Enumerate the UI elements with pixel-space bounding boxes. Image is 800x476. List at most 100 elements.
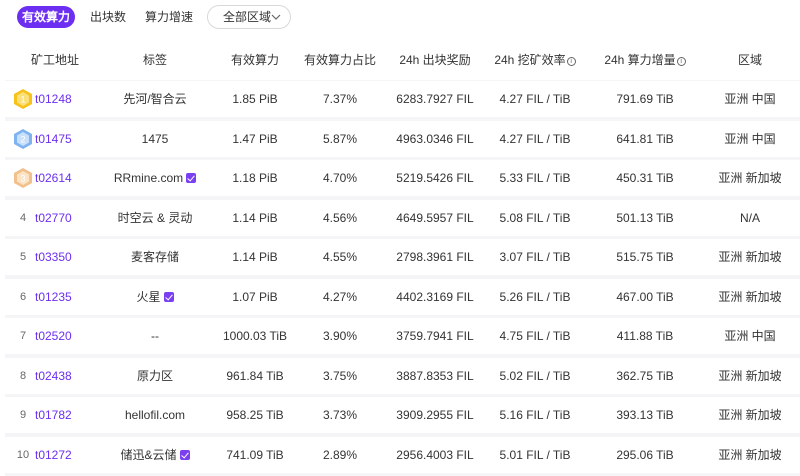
miner-address-link[interactable]: t02520 [35,329,72,343]
power-ratio: 4.56% [322,210,358,225]
effective-power: 1.14 PiB [232,250,278,264]
effective-power: 1000.03 TiB [222,329,288,343]
block-reward-24h: 2956.4003 FIL [396,447,474,462]
miner-region: 亚洲 新加坡 [718,250,782,264]
miner-address-link[interactable]: t03350 [35,250,72,264]
block-reward-24h: 3759.7941 FIL [396,329,474,343]
miner-address: t01248 [35,81,95,117]
rank-number: 6 [19,290,27,303]
mining-efficiency-24h: 3.07 FIL / TiB [499,250,571,264]
tab-effective-power[interactable]: 有效算力 [17,6,75,28]
verified-icon [163,291,174,302]
effective-power: 741.09 TiB [226,447,284,462]
rank-number: 1 [20,95,25,105]
miner-address-link[interactable]: t01782 [35,408,72,422]
table-row[interactable]: 5 t03350 麦客存储 1.14 PiB 4.55% 2798.3961 FIL 3.0… [5,239,800,275]
rank-number: 2 [20,134,25,144]
miner-address-link[interactable]: t02438 [35,368,72,383]
power-growth-24h: 515.75 TiB [616,250,674,264]
block-reward-24h: 4649.5957 FIL [396,210,474,225]
info-icon[interactable]: i [676,57,686,66]
table-row[interactable]: 4 t02770 时空云 & 灵动 1.14 PiB 4.56% 4649.5957 FI… [5,199,800,236]
power-ratio: 4.55% [322,250,358,264]
table-row[interactable]: 8 t02438 原力区 961.84 TiB 3.75% 3887.8353 FIL 5.… [5,357,800,394]
region-select-value: 全部区域 [223,10,272,24]
miner-tag-label: -- [151,329,159,343]
miner-tag-label: RRmine.com [113,171,184,185]
miner-address-link[interactable]: t02770 [35,210,72,225]
miner-tag: 1475 [100,121,210,157]
table-row[interactable]: 6 t01235 火星 1.07 PiB 4.27% 4402.3169 FIL 5.26 … [5,278,800,315]
mining-efficiency-24h: 5.01 FIL / TiB [499,447,571,462]
block-reward-24h: 4402.3169 FIL [396,289,474,304]
miner-region: 亚洲 新加坡 [718,447,782,462]
miner-region: 亚洲 中国 [724,131,776,146]
table-header: 矿工地址 标签 有效算力 有效算力占比 24h 出块奖励 24h 挖矿效率 i 2… [5,40,800,80]
block-reward-24h: 6283.7927 FIL [396,92,474,106]
mining-efficiency-24h: 5.02 FIL / TiB [499,368,571,383]
miner-tag-label: 时空云 & 灵动 [117,210,193,225]
rank-number: 4 [19,211,27,224]
miner-tag: 麦客存储 [100,239,210,275]
miner-address: t01272 [35,437,95,473]
mining-efficiency-24h: 5.16 FIL / TiB [499,408,571,422]
table-row[interactable]: 1 t01248 先河/智合云 1.85 PiB 7.37% 6283.7927 FIL 4… [5,81,800,117]
rank-number: 8 [19,369,27,382]
table-row[interactable]: 10 t01272 储迅&云储 741.09 TiB 2.89% 2956.4003 FI… [5,436,800,473]
header-growth: 24h 算力增量 i [585,40,705,80]
power-ratio: 3.90% [322,329,358,343]
effective-power: 1.14 PiB [232,210,278,225]
miner-tag-label: 原力区 [136,368,173,383]
filter-bar: 有效算力 出块数 算力增速 全部区域 [0,0,800,34]
miner-tag-label: 先河/智合云 [123,92,187,106]
header-efficiency-label: 24h 挖矿效率 [494,53,566,67]
power-growth-24h: 411.88 TiB [616,329,674,343]
miner-tag: 先河/智合云 [100,81,210,117]
miner-region: 亚洲 中国 [724,329,776,343]
table-row[interactable]: 2 t01475 1475 1.47 PiB 5.87% 4963.0346 FIL 4.2… [5,120,800,157]
header-growth-label: 24h 算力增量 [604,53,676,67]
info-icon[interactable]: i [566,57,576,66]
power-ratio: 7.37% [322,92,358,106]
effective-power: 1.18 PiB [232,171,278,185]
miner-tag: 储迅&云储 [100,437,210,473]
mining-efficiency-24h: 5.33 FIL / TiB [499,171,571,185]
mining-efficiency-24h: 5.26 FIL / TiB [499,289,571,304]
power-ratio: 4.27% [322,289,358,304]
table-row[interactable]: 3 t02614 RRmine.com 1.18 PiB 4.70% 5219.5426 … [5,160,800,196]
miner-address: t02438 [35,358,95,394]
miner-address-link[interactable]: t01235 [35,289,72,304]
table-row[interactable]: 7 t02520 -- 1000.03 TiB 3.90% 3759.7941 FIL 4.… [5,318,800,354]
miner-tag: -- [100,318,210,354]
block-reward-24h: 2798.3961 FIL [396,250,474,264]
tab-blocks-mined[interactable]: 出块数 [90,10,127,24]
miner-address-link[interactable]: t01475 [35,131,72,146]
table-row[interactable]: 9 t01782 hellofil.com 958.25 TiB 3.73% 3909.2… [5,397,800,433]
miner-region: 亚洲 中国 [724,92,776,106]
rank-number: 9 [19,409,27,421]
miner-tag-label: 1475 [141,131,169,146]
header-efficiency: 24h 挖矿效率 i [485,40,585,80]
miner-tag: hellofil.com [100,397,210,433]
miner-tag-label: 麦客存储 [130,250,179,264]
header-power[interactable]: 有效算力 [230,53,279,67]
miner-address-link[interactable]: t01272 [35,447,72,462]
power-ratio: 3.73% [322,408,358,422]
effective-power: 961.84 TiB [226,368,284,383]
miner-address: t02614 [35,160,95,196]
miner-region: 亚洲 新加坡 [718,289,782,304]
miner-tag: 时空云 & 灵动 [100,200,210,236]
power-ratio: 4.70% [322,171,358,185]
miner-address: t01235 [35,279,95,315]
region-select[interactable]: 全部区域 [207,5,291,29]
block-reward-24h: 3909.2955 FIL [396,408,474,422]
miner-address-link[interactable]: t02614 [35,171,72,185]
tab-power-growth[interactable]: 算力增速 [145,10,194,24]
miner-address-link[interactable]: t01248 [35,92,72,106]
chevron-down-icon [271,14,281,20]
power-ratio: 5.87% [322,131,358,146]
header-ratio: 有效算力占比 [303,53,376,67]
verified-icon [186,173,197,183]
header-tag: 标签 [142,53,167,67]
miner-address: t03350 [35,239,95,275]
